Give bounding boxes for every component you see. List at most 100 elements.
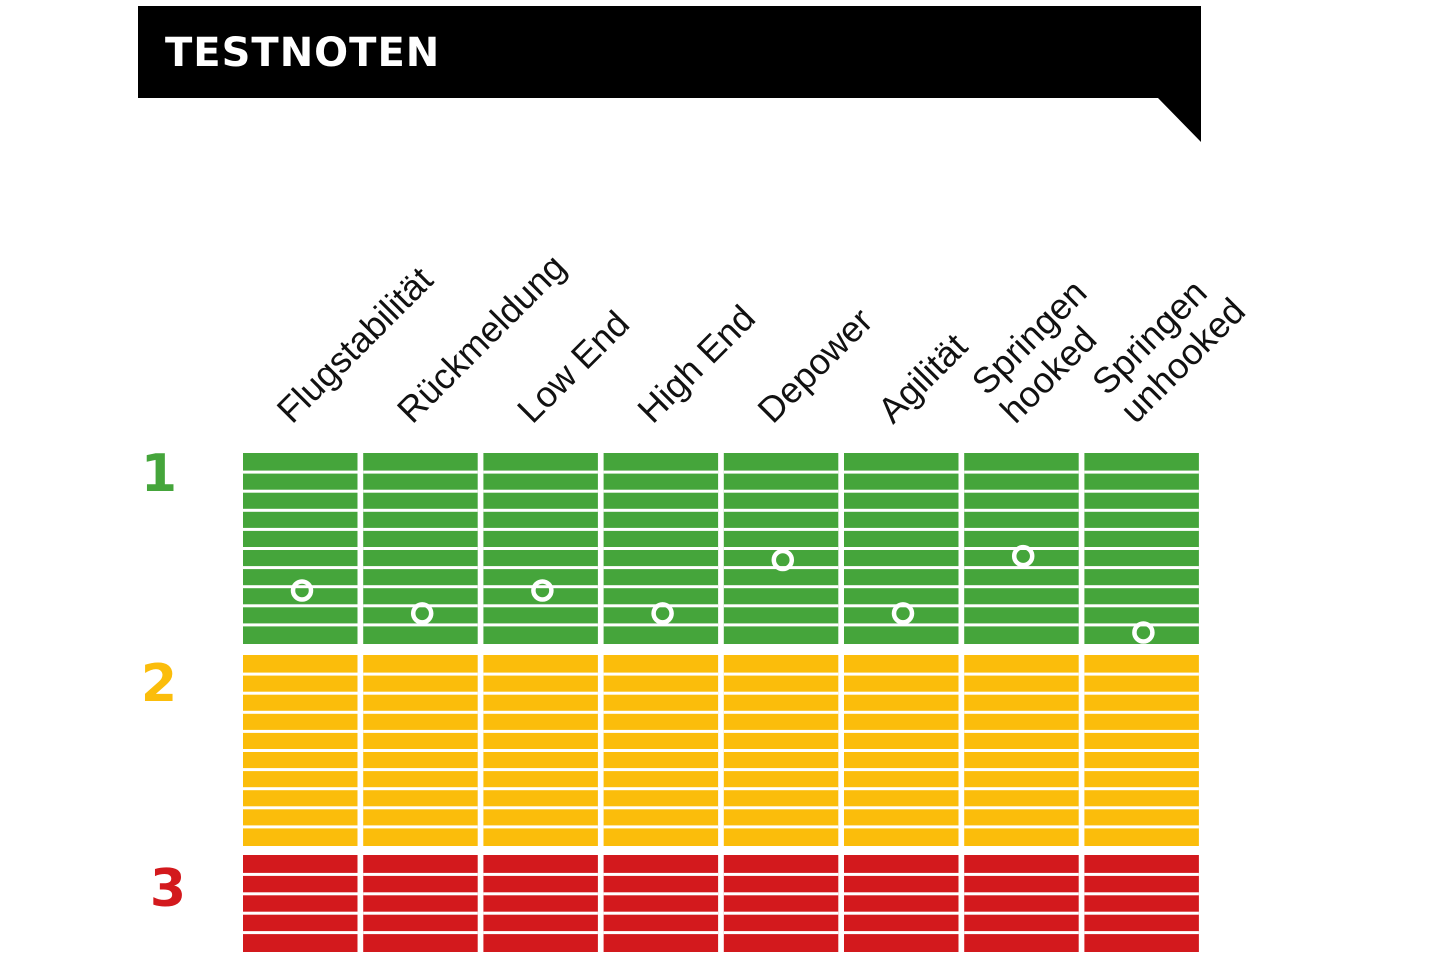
band-divider: [964, 604, 1079, 608]
band-divider: [483, 691, 598, 695]
band-divider: [483, 892, 598, 896]
band-divider: [603, 508, 719, 512]
band-divider: [723, 825, 839, 829]
grade-3-band-col-1: [243, 855, 358, 952]
title-banner: TESTNOTEN: [138, 6, 1201, 142]
band-divider: [844, 729, 959, 733]
grade-3-band-col-3: [483, 855, 598, 952]
band-divider: [723, 527, 839, 531]
band-divider: [964, 806, 1079, 810]
band-divider: [964, 691, 1079, 695]
band-divider: [964, 527, 1079, 531]
band-divider: [603, 710, 719, 714]
band-divider: [483, 872, 598, 876]
band-divider: [363, 489, 478, 493]
band-divider: [723, 806, 839, 810]
band-divider: [723, 892, 839, 896]
band-divider: [603, 749, 719, 752]
band-divider: [243, 806, 358, 810]
band-divider: [844, 825, 959, 829]
band-divider: [964, 623, 1079, 627]
band-divider: [964, 672, 1079, 676]
category-label-3: Low End: [509, 303, 637, 431]
band-divider: [363, 729, 478, 733]
band-divider: [243, 691, 358, 695]
band-divider: [964, 566, 1079, 570]
band-divider: [483, 729, 598, 733]
band-divider: [603, 672, 719, 676]
band-divider: [723, 623, 839, 627]
band-divider: [1084, 872, 1199, 876]
band-divider: [363, 931, 478, 935]
band-divider: [603, 623, 719, 627]
band-divider: [603, 787, 719, 791]
band-divider: [1084, 825, 1199, 829]
band-divider: [1084, 749, 1199, 752]
grade-marker-col-1: [290, 579, 314, 602]
band-divider: [723, 470, 839, 474]
band-divider: [243, 787, 358, 791]
band-divider: [363, 527, 478, 531]
band-divider: [243, 729, 358, 733]
band-divider: [483, 768, 598, 772]
band-divider: [844, 547, 959, 550]
band-divider: [363, 547, 478, 550]
band-divider: [964, 729, 1079, 733]
band-divider: [723, 691, 839, 695]
grade-marker-col-8: [1132, 621, 1155, 644]
band-divider: [844, 470, 959, 474]
band-divider: [243, 547, 358, 550]
band-divider: [243, 604, 358, 608]
band-divider: [603, 691, 719, 695]
band-divider: [483, 623, 598, 627]
band-divider: [483, 710, 598, 714]
grade-marker-col-4: [651, 602, 674, 625]
band-divider: [363, 623, 478, 627]
band-divider: [964, 787, 1079, 791]
band-divider: [483, 489, 598, 493]
band-divider: [964, 892, 1079, 896]
band-divider: [243, 585, 358, 589]
band-divider: [723, 604, 839, 608]
grade-markers: [290, 544, 1155, 644]
band-divider: [1084, 489, 1199, 493]
band-divider: [243, 825, 358, 829]
band-divider: [1084, 566, 1199, 570]
band-divider: [483, 470, 598, 474]
band-divider: [243, 623, 358, 627]
band-divider: [1084, 470, 1199, 474]
band-divider: [964, 710, 1079, 714]
band-divider: [603, 489, 719, 493]
band-divider: [964, 749, 1079, 752]
band-divider: [603, 806, 719, 810]
band-divider: [363, 749, 478, 752]
band-divider: [483, 508, 598, 512]
band-divider: [1084, 729, 1199, 733]
grade-3-band-col-7: [964, 855, 1079, 952]
band-divider: [1084, 508, 1199, 512]
grade-3-band-col-2: [363, 855, 478, 952]
band-divider: [844, 787, 959, 791]
band-divider: [243, 489, 358, 493]
band-divider: [844, 806, 959, 810]
band-divider: [483, 749, 598, 752]
band-divider: [363, 787, 478, 791]
band-divider: [243, 768, 358, 772]
band-divider: [483, 787, 598, 791]
band-divider: [603, 566, 719, 570]
grade-labels: 1 2 3: [141, 444, 186, 919]
band-divider: [363, 470, 478, 474]
band-divider: [844, 872, 959, 876]
band-divider: [1084, 604, 1199, 608]
band-divider: [603, 729, 719, 733]
grade-label-1: 1: [141, 444, 177, 504]
band-divider: [1084, 787, 1199, 791]
band-divider: [243, 749, 358, 752]
band-divider: [1084, 691, 1199, 695]
band-divider: [243, 872, 358, 876]
band-divider: [1084, 547, 1199, 550]
band-divider: [243, 527, 358, 531]
band-divider: [1084, 585, 1199, 589]
band-divider: [363, 911, 478, 915]
band-divider: [363, 825, 478, 829]
